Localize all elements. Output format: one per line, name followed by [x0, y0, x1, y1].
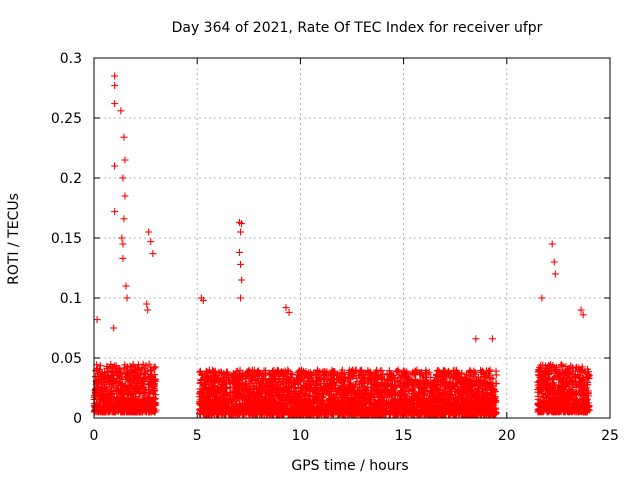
y-tick-label: 0.15	[51, 231, 82, 247]
data-point	[151, 387, 159, 395]
data-point	[146, 393, 154, 401]
grid-lines	[94, 58, 610, 418]
data-point	[142, 362, 150, 370]
axis-ticks: 0 0.05 0.1 0.15 0.2 0.25 0.3 0 5 10 15 20 25	[51, 51, 619, 444]
data-point	[124, 369, 132, 377]
data-point	[111, 399, 119, 407]
data-point	[150, 365, 158, 373]
y-tick-label: 0	[73, 411, 82, 427]
x-tick-label: 15	[395, 428, 413, 444]
chart-title: Day 364 of 2021, Rate Of TEC Index for r…	[172, 20, 543, 36]
y-tick-label: 0.2	[60, 171, 82, 187]
y-tick-label: 0.1	[60, 291, 82, 307]
data-point	[124, 391, 132, 399]
data-point	[492, 367, 500, 375]
data-point	[140, 371, 148, 379]
data-point	[123, 386, 131, 394]
data-point	[145, 360, 153, 368]
data-point	[94, 365, 102, 373]
data-point	[137, 366, 145, 374]
y-tick-label: 0.05	[51, 351, 82, 367]
data-points	[90, 72, 593, 418]
x-axis-label: GPS time / hours	[291, 458, 408, 474]
y-tick-label: 0.25	[51, 111, 82, 127]
data-point	[144, 394, 152, 402]
y-tick-label: 0.3	[60, 51, 82, 67]
data-point	[148, 372, 156, 380]
y-axis-label: ROTI / TECUs	[6, 193, 22, 285]
x-tick-label: 0	[90, 428, 99, 444]
data-point	[486, 366, 494, 374]
x-tick-label: 25	[601, 428, 619, 444]
x-tick-label: 5	[193, 428, 202, 444]
x-tick-label: 10	[291, 428, 309, 444]
x-tick-label: 20	[498, 428, 516, 444]
data-point	[134, 365, 142, 373]
